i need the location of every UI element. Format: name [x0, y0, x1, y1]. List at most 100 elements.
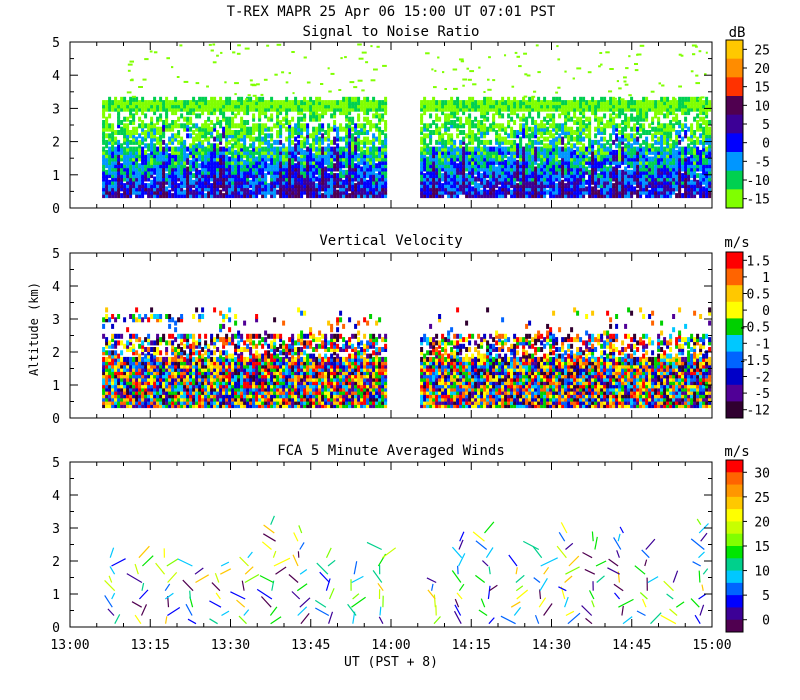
heatmap-cell: [168, 146, 172, 152]
noise-speck: [370, 79, 376, 82]
heatmap-cell: [273, 146, 277, 152]
heatmap-cell: [171, 123, 175, 129]
heatmap-cell: [180, 123, 184, 129]
heatmap-cell: [105, 307, 109, 313]
heatmap-cell: [636, 146, 640, 152]
heatmap-cell: [108, 133, 112, 139]
heatmap-cell: [141, 149, 145, 155]
heatmap-cell: [111, 323, 115, 329]
heatmap-cell: [165, 146, 169, 152]
heatmap-cell: [231, 143, 235, 149]
heatmap-cell: [375, 123, 379, 129]
heatmap-cell: [171, 146, 175, 152]
heatmap-cell: [597, 189, 601, 195]
heatmap-cell: [207, 136, 211, 142]
heatmap-cell: [516, 100, 520, 106]
heatmap-cell: [111, 186, 115, 192]
heatmap-cell: [303, 113, 307, 119]
heatmap-cell: [135, 153, 139, 159]
heatmap-cell: [549, 100, 553, 106]
heatmap-cell: [102, 110, 106, 116]
heatmap-cell: [441, 173, 445, 179]
heatmap-cell: [132, 176, 136, 182]
heatmap-cell: [384, 133, 388, 139]
heatmap-cell: [420, 136, 424, 142]
noise-speck: [247, 94, 251, 97]
heatmap-cell: [138, 149, 142, 155]
heatmap-cell: [246, 126, 250, 132]
heatmap-cell: [138, 139, 142, 145]
heatmap-cell: [114, 130, 118, 135]
heatmap-cell: [153, 193, 157, 199]
heatmap-cell: [120, 146, 124, 152]
heatmap-cell: [315, 126, 319, 132]
heatmap-cell: [264, 123, 268, 129]
heatmap-cell: [684, 96, 688, 102]
heatmap-cell: [648, 189, 652, 195]
heatmap-cell: [126, 139, 130, 145]
heatmap-cell: [159, 186, 163, 192]
heatmap-cell: [183, 193, 187, 199]
heatmap-cell: [111, 173, 115, 179]
heatmap-cell: [114, 96, 118, 102]
heatmap-cell: [483, 96, 487, 102]
heatmap-cell: [159, 173, 163, 179]
heatmap-cell: [135, 136, 139, 142]
heatmap-cell: [189, 133, 193, 139]
heatmap-cell: [168, 183, 172, 189]
heatmap-cell: [204, 193, 208, 199]
heatmap-cell: [126, 176, 130, 182]
heatmap-cell: [657, 146, 661, 152]
heatmap-cell: [363, 96, 367, 102]
heatmap-cell: [105, 193, 109, 199]
heatmap-cell: [126, 156, 130, 162]
heatmap-cell: [594, 133, 598, 139]
noise-speck: [328, 90, 332, 93]
heatmap-cell: [531, 139, 535, 145]
heatmap-cell: [111, 314, 115, 319]
heatmap-cell: [150, 183, 154, 189]
heatmap-cell: [273, 123, 277, 129]
heatmap-cell: [126, 126, 130, 132]
heatmap-cell: [384, 120, 388, 125]
noise-speck: [678, 53, 682, 56]
heatmap-cell: [213, 123, 217, 129]
heatmap-cell: [156, 106, 160, 112]
heatmap-cell: [261, 123, 265, 129]
heatmap-cell: [138, 106, 142, 112]
heatmap-cell: [456, 133, 460, 139]
heatmap-cell: [594, 149, 598, 155]
heatmap-cell: [450, 133, 454, 139]
heatmap-cell: [216, 100, 220, 106]
heatmap-cell: [165, 116, 169, 122]
heatmap-cell: [126, 136, 130, 142]
heatmap-cell: [315, 183, 319, 189]
heatmap-cell: [684, 116, 688, 122]
heatmap-cell: [597, 100, 601, 106]
heatmap-cell: [183, 100, 187, 106]
heatmap-cell: [585, 116, 589, 122]
heatmap-cell: [135, 100, 139, 106]
heatmap-cell: [114, 193, 118, 199]
heatmap-cell: [147, 133, 151, 139]
heatmap-cell: [126, 130, 130, 135]
heatmap-cell: [663, 146, 667, 152]
heatmap-cell: [111, 136, 115, 142]
heatmap-cell: [129, 193, 133, 199]
noise-speck: [252, 94, 257, 97]
heatmap-cell: [132, 163, 136, 169]
heatmap-cell: [249, 189, 253, 195]
heatmap-cell: [183, 116, 187, 122]
heatmap-cell: [228, 146, 232, 152]
noise-speck: [705, 51, 708, 54]
heatmap-cell: [690, 179, 694, 185]
heatmap-cell: [507, 133, 511, 139]
heatmap-cell: [186, 179, 190, 185]
heatmap-cell: [471, 186, 475, 192]
heatmap-cell: [654, 139, 658, 145]
heatmap-cell: [477, 136, 481, 142]
heatmap-cell: [156, 159, 160, 165]
heatmap-cell: [444, 100, 448, 106]
heatmap-cell: [198, 126, 202, 132]
heatmap-cell: [129, 163, 133, 169]
